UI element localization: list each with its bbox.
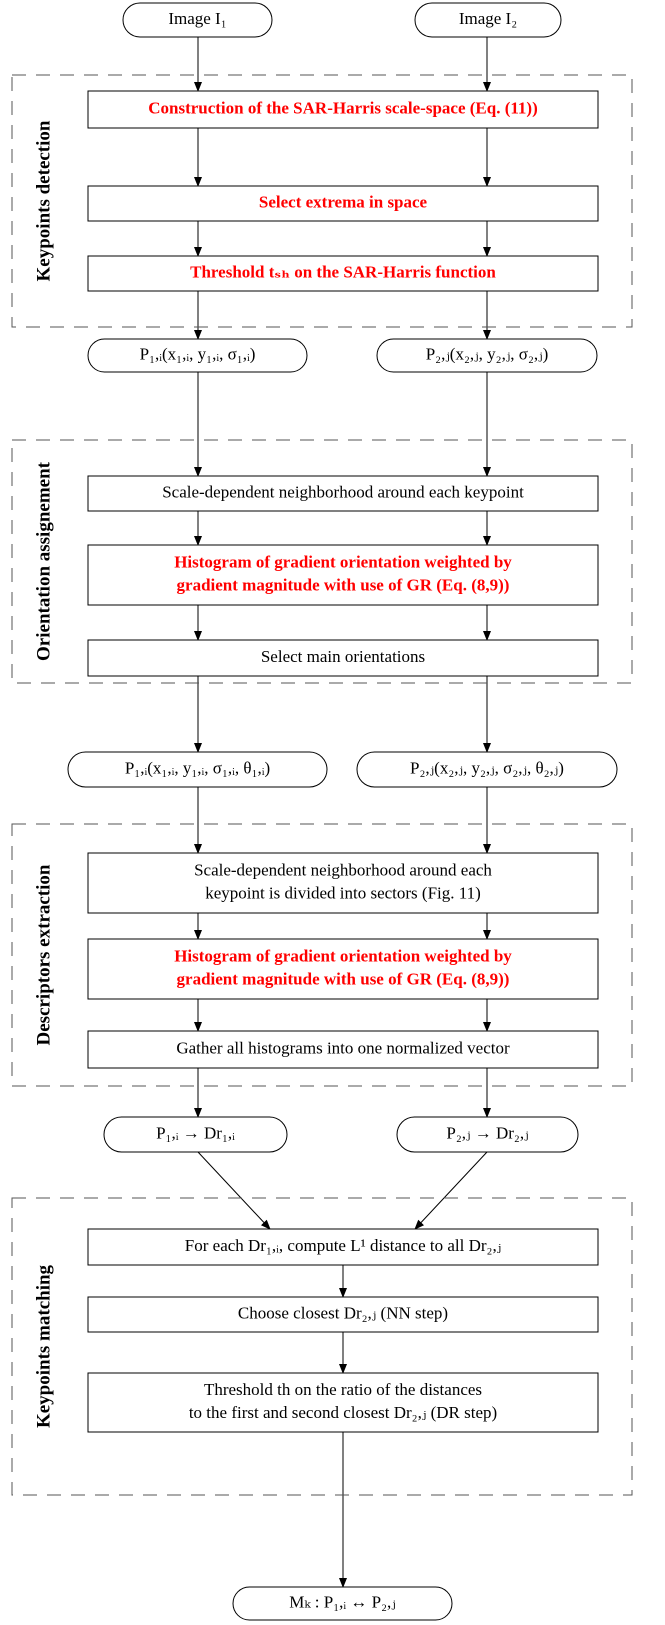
node-label: Image I₂ [459, 9, 517, 28]
terminal [396, 1116, 579, 1153]
node-label: Threshold tₛₕ on the SAR-Harris function [190, 262, 496, 281]
process-box [87, 1228, 599, 1266]
node-label: Mₖ : P₁,ᵢ ↔ P₂,ⱼ [289, 1592, 396, 1611]
process-box [87, 544, 599, 606]
process-box [87, 938, 599, 1000]
node-label: gradient magnitude with use of GR (Eq. (… [177, 575, 510, 594]
terminal [356, 751, 618, 788]
node-label: Select main orientations [261, 647, 425, 666]
terminal [376, 338, 598, 373]
process-box [87, 90, 599, 129]
terminal [122, 2, 273, 38]
node-label: P₂,ⱼ(x₂,ⱼ, y₂,ⱼ, σ₂,ⱼ, θ₂,ⱼ) [410, 758, 564, 777]
node-label: Image I₁ [168, 9, 226, 28]
edges [194, 37, 491, 1588]
group-frame [11, 74, 633, 328]
node-label: P₁,ᵢ → Dr₁,ᵢ [156, 1123, 235, 1142]
node-label: Histogram of gradient orientation weight… [174, 946, 512, 965]
process-box [87, 852, 599, 914]
node-label: Gather all histograms into one normalize… [176, 1038, 510, 1057]
node-label: Scale-dependent neighborhood around each… [162, 482, 524, 501]
group-label: Keypoints matching [33, 1264, 54, 1428]
group-label: Orientation assignement [33, 461, 54, 661]
terminal [87, 338, 308, 373]
node-label: Select extrema in space [259, 192, 428, 211]
group-frame [11, 1197, 633, 1496]
node-label: Construction of the SAR-Harris scale-spa… [148, 98, 538, 117]
process-box [87, 639, 599, 677]
group-label: Keypoints detection [33, 120, 54, 281]
terminal [414, 2, 562, 38]
arrow [414, 1151, 488, 1230]
process-box [87, 185, 599, 222]
node-label: to the first and second closest Dr₂,ⱼ (D… [189, 1403, 497, 1422]
arrow [197, 1151, 271, 1230]
node-label: gradient magnitude with use of GR (Eq. (… [177, 969, 510, 988]
node-label: P₂,ⱼ → Dr₂,ⱼ [446, 1123, 528, 1142]
terminal [103, 1116, 288, 1153]
node-label: P₁,ᵢ(x₁,ᵢ, y₁,ᵢ, σ₁,ᵢ) [140, 344, 256, 363]
process-box [87, 1296, 599, 1333]
process-box [87, 1030, 599, 1069]
terminal [232, 1586, 453, 1621]
node-label: P₂,ⱼ(x₂,ⱼ, y₂,ⱼ, σ₂,ⱼ) [426, 344, 549, 363]
node-label: For each Dr₁,ᵢ, compute L¹ distance to a… [185, 1236, 501, 1255]
node-label: Scale-dependent neighborhood around each [194, 860, 492, 879]
node-label: keypoint is divided into sectors (Fig. 1… [205, 883, 481, 902]
process-box [87, 475, 599, 512]
node-label: Threshold th on the ratio of the distanc… [204, 1380, 482, 1399]
process-box [87, 1372, 599, 1433]
process-box [87, 255, 599, 292]
group-frame [11, 823, 633, 1087]
terminal [67, 751, 328, 788]
node-label: Choose closest Dr₂,ⱼ (NN step) [238, 1303, 448, 1322]
node-label: P₁,ᵢ(x₁,ᵢ, y₁,ᵢ, σ₁,ᵢ, θ₁,ᵢ) [125, 758, 270, 777]
node-label: Histogram of gradient orientation weight… [174, 552, 512, 571]
group-label: Descriptors extraction [33, 864, 54, 1045]
